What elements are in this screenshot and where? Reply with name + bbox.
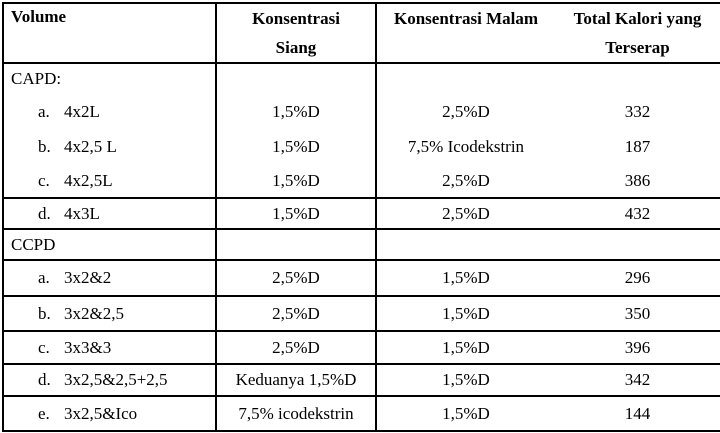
volume-value: 3x2,5&Ico bbox=[64, 403, 138, 423]
cell-malam: 1,5%D bbox=[442, 303, 490, 323]
list-letter: a. bbox=[38, 268, 50, 287]
cell-kalori: 396 bbox=[624, 337, 651, 357]
cell-siang: 2,5%D bbox=[217, 261, 377, 295]
header-total-kalori-line2: Terserap bbox=[605, 38, 670, 57]
list-letter: d. bbox=[38, 370, 51, 389]
cell-kalori: 296 bbox=[624, 268, 651, 287]
cell-siang: 1,5%D bbox=[217, 94, 377, 129]
cell-malam bbox=[377, 230, 555, 259]
cell-malam: 1,5%D bbox=[442, 268, 490, 287]
cell-siang bbox=[217, 64, 377, 94]
list-letter: e. bbox=[38, 403, 50, 423]
table-row-capd-a: a. 4x2L 1,5%D 2,5%D 332 bbox=[4, 94, 720, 129]
header-total-kalori: Total Kalori yang Terserap bbox=[555, 4, 720, 62]
table-header-row: Volume Konsentrasi Siang Konsentrasi Mal… bbox=[4, 4, 720, 64]
table-row-capd-b: b. 4x2,5 L 1,5%D 7,5% Icodekstrin 187 bbox=[4, 129, 720, 164]
cell-kalori: 187 bbox=[624, 136, 651, 156]
table-row-ccpd-group: CCPD bbox=[4, 230, 720, 261]
cell-siang: 2,5%D bbox=[217, 297, 377, 330]
table-row-ccpd-b: b. 3x2&2,5 2,5%D 1,5%D 350 bbox=[4, 297, 720, 332]
cell-siang: 2,5%D bbox=[217, 332, 377, 363]
cell-volume: d. 3x2,5&2,5+2,5 bbox=[4, 365, 217, 395]
cell-kalori: 342 bbox=[624, 370, 651, 389]
header-konsentrasi-malam-label: Konsentrasi Malam bbox=[393, 9, 539, 28]
header-volume: Volume bbox=[4, 4, 217, 62]
cell-kalori bbox=[555, 230, 720, 259]
table-row-ccpd-e: e. 3x2,5&Ico 7,5% icodekstrin 1,5%D 144 bbox=[4, 397, 720, 432]
cell-siang bbox=[217, 230, 377, 259]
cell-kalori: 332 bbox=[624, 101, 651, 121]
cell-malam: 1,5%D bbox=[442, 337, 490, 357]
cell-volume: a. 4x2L bbox=[4, 94, 217, 129]
cell-siang: 1,5%D bbox=[217, 199, 377, 228]
header-konsentrasi-siang-line1: Konsentrasi bbox=[252, 9, 340, 28]
cell-kalori bbox=[555, 64, 720, 94]
cell-volume: a. 3x2&2 bbox=[4, 261, 217, 295]
cell-volume: CCPD bbox=[4, 230, 217, 259]
table-row-capd-d: d. 4x3L 1,5%D 2,5%D 432 bbox=[4, 199, 720, 230]
volume-value: 4x2,5L bbox=[64, 170, 113, 190]
list-letter: b. bbox=[38, 303, 51, 323]
cell-siang: Keduanya 1,5%D bbox=[217, 365, 377, 395]
volume-value: 4x3L bbox=[64, 203, 100, 223]
table-row-ccpd-a: a. 3x2&2 2,5%D 1,5%D 296 bbox=[4, 261, 720, 297]
list-letter: c. bbox=[38, 170, 50, 190]
cell-malam: 7,5% Icodekstrin bbox=[407, 136, 525, 156]
cell-siang: 7,5% icodekstrin bbox=[217, 397, 377, 430]
cell-volume: d. 4x3L bbox=[4, 199, 217, 228]
cell-kalori: 432 bbox=[624, 203, 651, 223]
volume-value: 3x3&3 bbox=[64, 337, 112, 357]
list-letter: d. bbox=[38, 203, 51, 223]
list-letter: a. bbox=[38, 101, 50, 121]
cell-malam bbox=[377, 64, 555, 94]
volume-value: 3x2&2 bbox=[64, 268, 112, 287]
cell-volume: b. 4x2,5 L bbox=[4, 129, 217, 164]
cell-malam: 1,5%D bbox=[442, 370, 490, 389]
group-label-capd: CAPD: bbox=[11, 69, 62, 88]
header-total-kalori-line1: Total Kalori yang bbox=[573, 9, 702, 28]
cell-kalori: 350 bbox=[624, 303, 651, 323]
table-row-capd-group: CAPD: bbox=[4, 64, 720, 94]
table-row-ccpd-d: d. 3x2,5&2,5+2,5 Keduanya 1,5%D 1,5%D 34… bbox=[4, 365, 720, 397]
list-letter: c. bbox=[38, 337, 50, 357]
cell-siang: 1,5%D bbox=[217, 129, 377, 164]
table-row-capd-c: c. 4x2,5L 1,5%D 2,5%D 386 bbox=[4, 164, 720, 199]
group-label-ccpd: CCPD bbox=[11, 234, 56, 254]
volume-value: 3x2&2,5 bbox=[64, 303, 124, 323]
volume-value: 4x2L bbox=[64, 101, 100, 121]
cell-volume: b. 3x2&2,5 bbox=[4, 297, 217, 330]
volume-value: 3x2,5&2,5+2,5 bbox=[64, 370, 168, 389]
cell-volume: c. 3x3&3 bbox=[4, 332, 217, 363]
cell-kalori: 144 bbox=[624, 403, 651, 423]
cell-malam: 1,5%D bbox=[442, 403, 490, 423]
cell-volume: CAPD: bbox=[4, 64, 217, 94]
cell-malam: 2,5%D bbox=[442, 170, 490, 190]
cell-volume: e. 3x2,5&Ico bbox=[4, 397, 217, 430]
cell-volume: c. 4x2,5L bbox=[4, 164, 217, 197]
table-row-ccpd-c: c. 3x3&3 2,5%D 1,5%D 396 bbox=[4, 332, 720, 365]
cell-malam: 2,5%D bbox=[442, 203, 490, 223]
volume-value: 4x2,5 L bbox=[64, 136, 117, 156]
list-letter: b. bbox=[38, 136, 51, 156]
cell-kalori: 386 bbox=[624, 170, 651, 190]
cell-malam: 2,5%D bbox=[442, 101, 490, 121]
header-konsentrasi-siang: Konsentrasi Siang bbox=[217, 4, 377, 62]
cell-siang: 1,5%D bbox=[217, 164, 377, 197]
header-konsentrasi-siang-line2: Siang bbox=[275, 38, 317, 57]
header-konsentrasi-malam: Konsentrasi Malam bbox=[377, 4, 555, 62]
